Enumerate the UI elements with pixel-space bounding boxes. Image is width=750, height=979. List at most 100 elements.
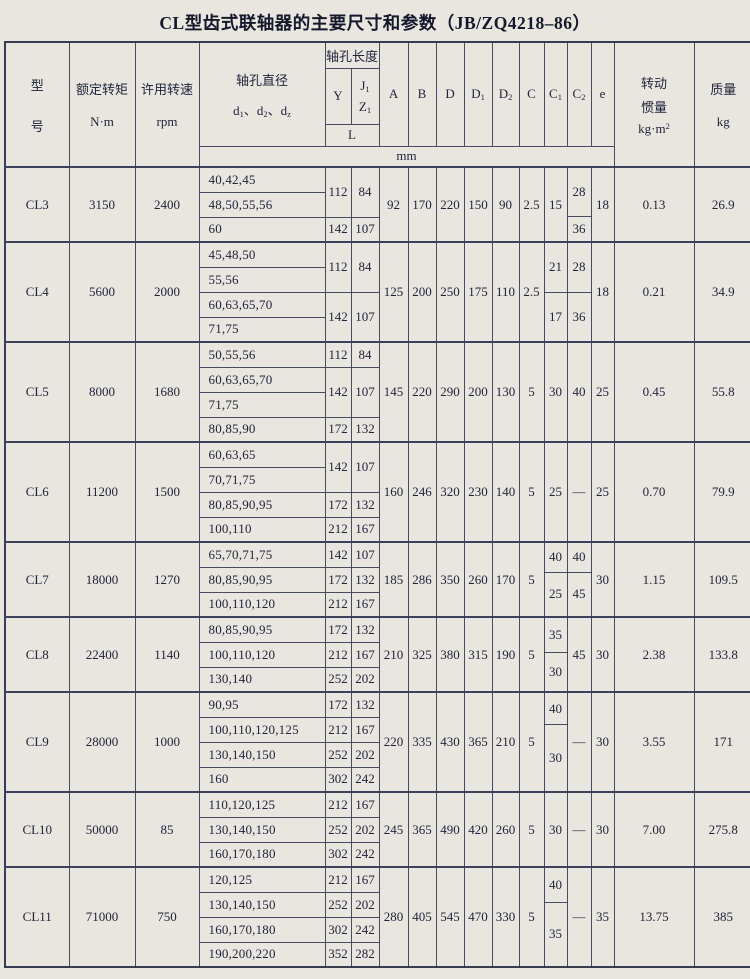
bore-diameters-cell: 70,71,75 [198, 466, 326, 493]
dim-D2-cell: 210 [491, 691, 520, 793]
table-row: 160,170,180 302 242 [5, 916, 750, 943]
dim-D-cell: 545 [435, 866, 465, 968]
dim-D1-cell: 175 [463, 241, 493, 343]
table-row: CL4 5600 2000 45,48,50 112 84 125 200 250 175 110 2… [4, 241, 750, 343]
col-header-model-line1: 型 [30, 77, 44, 93]
table-row: CL7 18000 1270 65,70,71,75 142 107 185 286 350 26… [4, 541, 750, 618]
dim-C1-cell: 15 [543, 166, 568, 243]
dim-C1-cell: 21 17 [543, 241, 568, 343]
bore-diameters-cell: 100,110,120 [198, 591, 326, 618]
dim-B-cell: 286 [407, 541, 437, 618]
inertia-cell: 3.55 [613, 691, 695, 793]
dim-A-cell: 210 [378, 616, 409, 693]
dim-D1-cell: 260 [463, 541, 493, 618]
col-header-mass-unit: kg [716, 114, 730, 129]
col-header-inertia-line2: 惯量 [641, 99, 668, 115]
table-row: 71,75 [5, 391, 750, 418]
dim-C-cell: 5 [518, 541, 545, 618]
col-header-speed: 许用转速 rpm [134, 41, 200, 168]
dim-e-cell: 30 [590, 791, 615, 868]
table-row: 100,110,120 212 167 [5, 591, 750, 618]
length-J1Z1-cell: 132 [350, 691, 380, 718]
page-title: CL型齿式联轴器的主要尺寸和参数（JB/ZQ4218–86） [159, 13, 591, 33]
length-Y-cell: 172 [324, 416, 352, 443]
dim-C1-cell-bottom: 17 [549, 308, 563, 324]
bore-diameters-cell: 60,63,65 [198, 441, 326, 468]
col-header-inertia: 转动 惯量 kg·m2 [613, 41, 695, 168]
length-J1Z1-cell: 242 [350, 916, 380, 943]
model-cell: CL7 [4, 541, 70, 618]
table-header: 型 号 额定转矩 N·m 许用转速 rpm [4, 41, 750, 168]
length-Y-cell: 172 [324, 491, 352, 518]
bore-diameters-cell: 160,170,180 [198, 841, 326, 868]
length-J1Z1-cell: 202 [350, 741, 380, 768]
col-header-bore-diameter-label: 轴孔直径 [235, 72, 288, 88]
dim-C2-cell: — [566, 691, 592, 793]
col-header-model: 型 号 [4, 41, 70, 168]
col-header-A: A [378, 41, 409, 147]
col-header-torque-label: 额定转矩 [75, 82, 128, 97]
model-cell: CL10 [4, 791, 70, 868]
length-Y-cell: 172 [324, 566, 352, 593]
dim-D1-cell: 315 [463, 616, 493, 693]
col-header-torque: 额定转矩 N·m [68, 41, 136, 168]
length-J1Z1-cell: 242 [350, 841, 380, 868]
table-row: CL10 50000 85 110,120,125 212 167 245 365 490 420… [4, 791, 750, 868]
col-header-Y: Y [324, 67, 352, 125]
length-Y-cell: 212 [324, 641, 352, 668]
dim-A-cell: 160 [378, 441, 409, 543]
dim-C2-cell-top: 28 [568, 244, 591, 293]
dim-D-cell: 320 [435, 441, 465, 543]
table-row: 100,110,120 212 167 [5, 641, 750, 668]
length-J1Z1-cell: 167 [350, 791, 380, 818]
bore-diameters-cell: 80,85,90,95 [198, 566, 326, 593]
length-J1Z1-cell: 242 [350, 766, 380, 793]
dim-e-cell: 35 [590, 866, 615, 968]
length-Y-cell: 302 [324, 916, 352, 943]
dim-e-cell: 30 [590, 691, 615, 793]
dim-D1-cell: 420 [463, 791, 493, 868]
dim-C2-cell: — [566, 866, 592, 968]
col-header-J1Z1: J1 Z1 [350, 67, 380, 125]
col-header-C: C [518, 41, 545, 147]
dim-D-cell: 290 [435, 341, 465, 443]
table-row: CL9 28000 1000 90,95 172 132 220 335 430 365 210 5 4… [4, 691, 750, 793]
length-J1Z1-cell: 202 [350, 666, 380, 693]
table-row: 55,56 [5, 266, 750, 293]
dim-C1-cell-top: 40 [545, 869, 567, 903]
length-J1Z1-cell: 202 [350, 816, 380, 843]
length-Y-cell: 212 [324, 866, 352, 893]
col-header-torque-unit: N·m [90, 114, 114, 129]
dim-D2-cell: 110 [491, 241, 520, 343]
length-Y-cell: 142 [324, 541, 352, 568]
dim-C1-cell-bottom: 25 [549, 586, 563, 602]
mass-cell: 55.8 [693, 341, 750, 443]
mass-cell: 79.9 [693, 441, 750, 543]
col-header-J1: J1 [360, 77, 370, 94]
dim-D2-cell: 140 [491, 441, 520, 543]
mass-cell: 109.5 [693, 541, 750, 618]
bore-diameters-cell: 120,125 [198, 866, 326, 893]
bore-diameters-cell: 160,170,180 [198, 916, 326, 943]
col-header-Z1: Z1 [358, 98, 372, 115]
table-row: 160,170,180 302 242 [5, 841, 750, 868]
dim-C1-cell-top: 40 [545, 694, 567, 726]
torque-cell: 11200 [68, 441, 136, 543]
col-header-inertia-unit: kg·m2 [638, 120, 670, 136]
speed-cell: 1000 [134, 691, 200, 793]
length-J1Z1-cell: 167 [350, 641, 380, 668]
inertia-cell: 0.13 [613, 166, 695, 243]
length-J1Z1-cell: 282 [350, 941, 380, 968]
inertia-cell: 2.38 [613, 616, 695, 693]
dim-A-cell: 220 [378, 691, 409, 793]
table-row: 130,140 252 202 [5, 666, 750, 693]
bore-diameters-cell: 80,85,90 [198, 416, 326, 443]
torque-cell: 8000 [68, 341, 136, 443]
inertia-cell: 13.75 [613, 866, 695, 968]
table-row: CL3 3150 2400 40,42,45 112 84 92 170 220 150 90 2.5… [4, 166, 750, 243]
torque-cell: 50000 [68, 791, 136, 868]
mass-cell: 34.9 [693, 241, 750, 343]
length-J1Z1-cell: 107 [350, 216, 380, 243]
col-header-model-line2: 号 [30, 118, 44, 134]
